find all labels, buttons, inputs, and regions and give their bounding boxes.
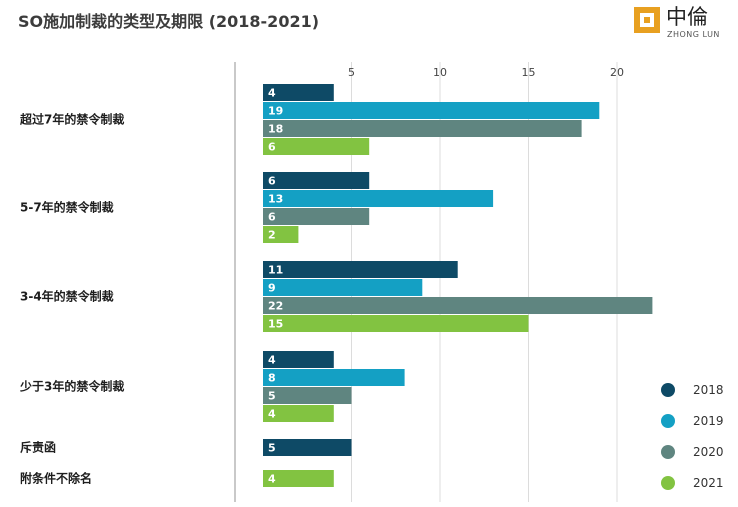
bar-2021 [263, 226, 299, 243]
legend-label: 2018 [693, 383, 724, 397]
chart-title: SO施加制裁的类型及期限 (2018-2021) [18, 12, 319, 31]
bar-value-label: 11 [268, 264, 283, 277]
category-label: 5-7年的禁令制裁 [20, 200, 114, 215]
bar-2020 [263, 208, 370, 225]
bar-2018 [263, 261, 458, 278]
x-tick-label: 20 [610, 66, 624, 79]
category-label: 超过7年的禁令制裁 [19, 112, 124, 127]
bar-value-label: 5 [268, 390, 276, 403]
bar-value-label: 5 [268, 442, 276, 455]
bar-2018 [263, 439, 352, 456]
bar-2021 [263, 138, 370, 155]
x-axis-ticks: 5 10 15 20 [348, 66, 624, 79]
bar-2021 [263, 405, 334, 422]
x-tick-label: 10 [433, 66, 447, 79]
bar-2019 [263, 102, 600, 119]
bar-value-label: 13 [268, 193, 283, 206]
legend-label: 2019 [693, 414, 724, 428]
bar-value-label: 18 [268, 123, 283, 136]
logo: 中倫 ZHONG LUN [634, 5, 720, 39]
bar-value-label: 4 [268, 408, 276, 421]
logo-mark-core [644, 17, 650, 23]
bar-2018 [263, 172, 370, 189]
category-label: 斥责函 [20, 440, 56, 455]
bar-value-label: 6 [268, 141, 276, 154]
legend-swatch-2021 [661, 476, 675, 490]
bar-2021 [263, 315, 529, 332]
x-tick-label: 5 [348, 66, 355, 79]
bar-value-label: 22 [268, 300, 283, 313]
bar-2020 [263, 120, 582, 137]
bar-value-label: 6 [268, 175, 276, 188]
bar-value-label: 6 [268, 211, 276, 224]
bar-value-label: 9 [268, 282, 276, 295]
legend-swatch-2019 [661, 414, 675, 428]
category-label: 少于3年的禁令制裁 [19, 379, 124, 394]
legend: 2018 2019 2020 2021 [661, 383, 724, 490]
bar-2021 [263, 470, 334, 487]
bar-2019 [263, 190, 494, 207]
bar-2019 [263, 279, 423, 296]
bar-value-label: 8 [268, 372, 276, 385]
bar-2018 [263, 84, 334, 101]
bar-2018 [263, 351, 334, 368]
bar-value-label: 2 [268, 229, 276, 242]
bar-2020 [263, 297, 653, 314]
bar-value-label: 4 [268, 354, 276, 367]
logo-name-cn: 中倫 [666, 5, 708, 29]
bar-2020 [263, 387, 352, 404]
legend-swatch-2020 [661, 445, 675, 459]
bar-value-label: 15 [268, 318, 283, 331]
legend-label: 2020 [693, 445, 724, 459]
legend-swatch-2018 [661, 383, 675, 397]
category-label: 附条件不除名 [20, 471, 92, 486]
bar-2019 [263, 369, 405, 386]
category-labels: 超过7年的禁令制裁 5-7年的禁令制裁 3-4年的禁令制裁少于3年的禁令制裁斥责函附… [19, 112, 124, 486]
logo-name-en: ZHONG LUN [667, 30, 720, 39]
bars: 4 19 18 6 6 13 6 2 11 9 22 15 4 8 5 4 5 4 [263, 84, 653, 487]
legend-label: 2021 [693, 476, 724, 490]
bar-value-label: 4 [268, 87, 276, 100]
bar-value-label: 4 [268, 473, 276, 486]
category-label: 3-4年的禁令制裁 [20, 289, 114, 304]
x-tick-label: 15 [522, 66, 536, 79]
bar-value-label: 19 [268, 105, 283, 118]
